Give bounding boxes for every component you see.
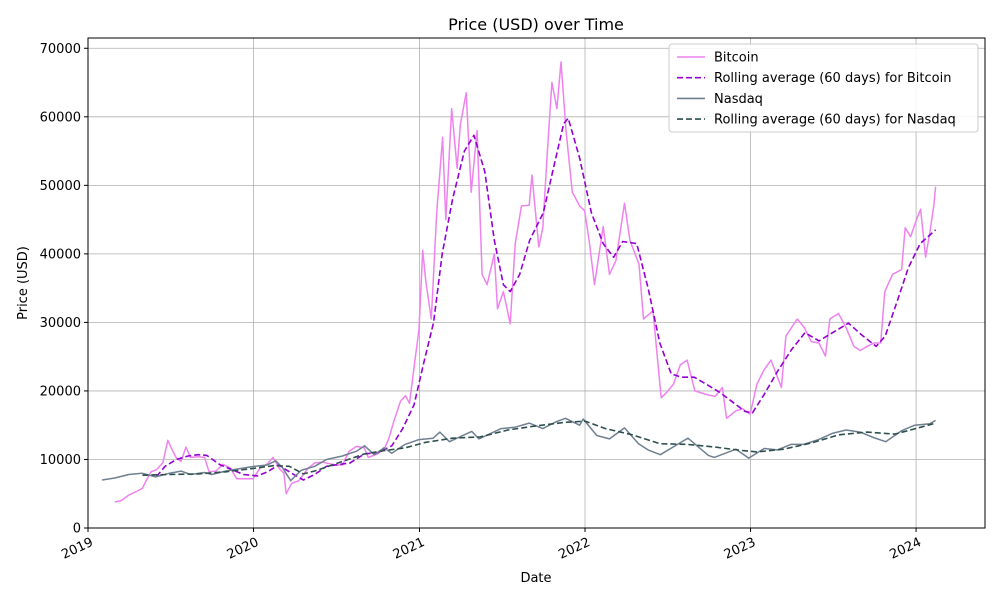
y-axis-label: Price (USD) bbox=[16, 246, 31, 320]
y-tick-label: 50000 bbox=[40, 179, 81, 194]
legend-label-0: Bitcoin bbox=[714, 51, 759, 66]
series-line-1 bbox=[155, 117, 937, 481]
y-tick-label: 30000 bbox=[40, 316, 81, 331]
y-tick-label: 70000 bbox=[40, 42, 81, 57]
y-tick-label: 10000 bbox=[40, 453, 81, 468]
chart-title: Price (USD) over Time bbox=[448, 15, 624, 34]
y-tick-label: 40000 bbox=[40, 247, 81, 262]
legend-label-3: Rolling average (60 days) for Nasdaq bbox=[714, 113, 956, 128]
x-axis-label: Date bbox=[520, 571, 551, 586]
legend-label-1: Rolling average (60 days) for Bitcoin bbox=[714, 71, 951, 86]
plot-frame bbox=[87, 37, 986, 529]
legend-box bbox=[668, 43, 979, 133]
x-tick-label: 2021 bbox=[391, 535, 427, 563]
y-tick-label: 20000 bbox=[40, 384, 81, 399]
series-line-2 bbox=[101, 417, 936, 482]
y-tick-label: 0 bbox=[73, 522, 81, 537]
x-tick-label: 2024 bbox=[887, 535, 923, 563]
legend-label-2: Nasdaq bbox=[714, 92, 763, 107]
legend: Bitcoin Rolling average (60 days) for Bit… bbox=[668, 43, 979, 133]
x-axis: 2019 2020 2021 2022 2023 2024 bbox=[59, 528, 924, 563]
x-tick-label: 2022 bbox=[556, 535, 592, 563]
y-tick-label: 60000 bbox=[40, 110, 81, 125]
series-line-3 bbox=[142, 420, 936, 476]
x-tick-label: 2023 bbox=[722, 535, 758, 563]
x-tick-label: 2020 bbox=[225, 535, 261, 563]
series-line-0 bbox=[114, 61, 937, 503]
series-layer bbox=[101, 61, 937, 503]
y-axis: 0 10000 20000 30000 40000 50000 60000 70000 bbox=[40, 42, 88, 537]
x-tick-label: 2019 bbox=[59, 535, 95, 563]
